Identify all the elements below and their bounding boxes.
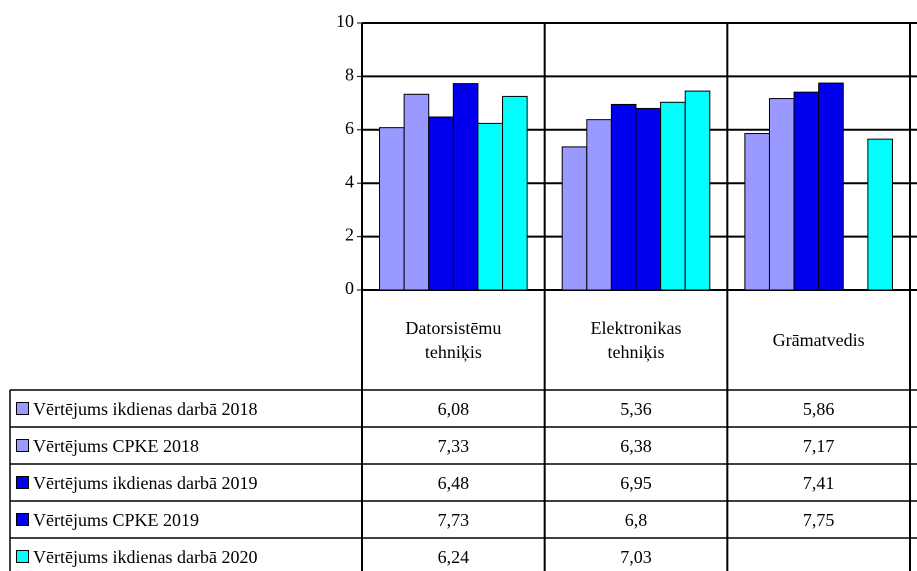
bar bbox=[428, 116, 454, 291]
table-value: 6,08 bbox=[437, 398, 470, 419]
legend-label: Vērtējums ikdienas darbā 2020 bbox=[33, 546, 258, 567]
y-tick-label: 0 bbox=[345, 278, 354, 298]
table-value: 7,17 bbox=[802, 435, 835, 456]
y-tick-label: 10 bbox=[336, 11, 354, 31]
table-value: 6,38 bbox=[620, 435, 652, 456]
bar bbox=[477, 122, 504, 291]
bar bbox=[660, 101, 686, 291]
legend-key bbox=[16, 402, 29, 415]
table-value: 7,33 bbox=[437, 435, 470, 456]
table-value: 7,41 bbox=[802, 472, 835, 493]
table-value: 6,48 bbox=[437, 472, 470, 493]
legend-label: Vērtējums CPKE 2019 bbox=[33, 509, 199, 530]
legend-key bbox=[16, 439, 29, 452]
category-text: Datorsistēmu tehniķis bbox=[405, 318, 502, 362]
bar bbox=[502, 95, 528, 291]
table-value: 5,36 bbox=[620, 398, 652, 419]
legend-entry: Vērtējums CPKE 2019 bbox=[10, 501, 362, 538]
table-value: 6,8 bbox=[624, 509, 648, 530]
y-tick-label: 2 bbox=[345, 225, 354, 245]
table-value: 7,73 bbox=[437, 509, 470, 530]
bar bbox=[768, 98, 795, 291]
bar bbox=[744, 133, 770, 291]
y-tick-label: 4 bbox=[345, 171, 354, 191]
table-value: 7,03 bbox=[620, 546, 652, 567]
legend-label: Vērtējums CPKE 2018 bbox=[33, 435, 199, 456]
category-label: Elektronikas tehniķis bbox=[545, 290, 728, 390]
category-label: Datorsistēmu tehniķis bbox=[362, 290, 545, 390]
table-value: 5,86 bbox=[802, 398, 835, 419]
legend-entry: Vērtējums ikdienas darbā 2019 bbox=[10, 464, 362, 501]
bar bbox=[561, 146, 588, 291]
bar bbox=[379, 127, 405, 291]
category-text: Grāmatvedis bbox=[772, 330, 865, 350]
legend-entry: Vērtējums ikdienas darbā 2018 bbox=[10, 390, 362, 427]
legend-key bbox=[16, 476, 29, 489]
table-value: 6,95 bbox=[620, 472, 652, 493]
legend-entry: Vērtējums ikdienas darbā 2020 bbox=[10, 538, 362, 571]
category-text: Elektronikas tehniķis bbox=[590, 318, 682, 362]
legend-label: Vērtējums ikdienas darbā 2018 bbox=[33, 398, 258, 419]
bar bbox=[610, 103, 637, 291]
legend-key bbox=[16, 550, 29, 563]
category-label: Grāmatvedis bbox=[727, 290, 910, 390]
bar bbox=[818, 82, 844, 291]
bar bbox=[684, 90, 711, 291]
table-value: 7,75 bbox=[802, 509, 835, 530]
y-tick-label: 6 bbox=[345, 118, 354, 138]
table-value: 6,24 bbox=[437, 546, 470, 567]
legend-key bbox=[16, 513, 29, 526]
bar bbox=[403, 93, 430, 291]
bar bbox=[452, 83, 479, 291]
legend-label: Vērtējums ikdienas darbā 2019 bbox=[33, 472, 258, 493]
y-tick-label: 8 bbox=[345, 65, 354, 85]
bar bbox=[867, 138, 893, 291]
legend-entry: Vērtējums CPKE 2018 bbox=[10, 427, 362, 464]
bar bbox=[793, 91, 820, 291]
bar bbox=[635, 107, 662, 291]
bar bbox=[586, 119, 612, 291]
